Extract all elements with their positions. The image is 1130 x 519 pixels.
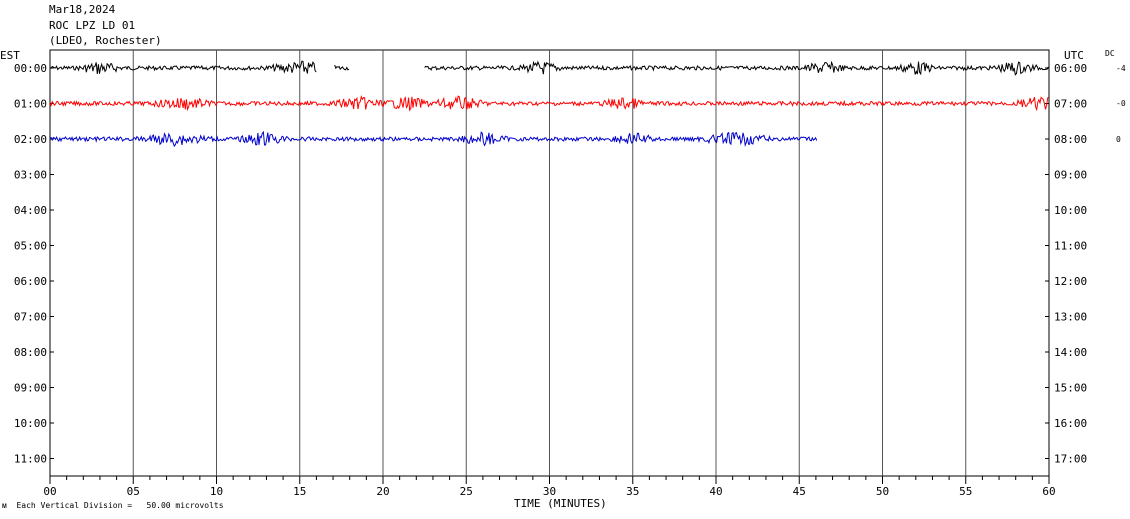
trace-row-0 — [424, 60, 1049, 76]
seismic-traces — [49, 60, 1049, 148]
right-row-label: 10:00 — [1054, 204, 1087, 217]
x-tick-label: 00 — [43, 485, 56, 498]
left-row-label: 05:00 — [14, 240, 47, 253]
left-row-label: 09:00 — [14, 382, 47, 395]
scale-division-value: 50.00 microvolts — [146, 501, 224, 510]
scale-icon: ᴍ — [2, 501, 7, 510]
left-row-label: 02:00 — [14, 133, 47, 146]
trace-row-2 — [49, 130, 818, 148]
row-labels: 00:00 06:00 01:00 07:00 02:00 08:00 03:00 09:00… — [14, 62, 1087, 466]
right-row-label: 16:00 — [1054, 417, 1087, 430]
scale-division-text: Each Vertical Division = — [16, 501, 133, 510]
x-tick-label: 20 — [376, 485, 389, 498]
right-row-label: 15:00 — [1054, 382, 1087, 395]
left-row-label: 08:00 — [14, 346, 47, 359]
right-row-label: 17:00 — [1054, 453, 1087, 466]
minute-grid — [49, 49, 1050, 477]
scale-footer: ᴍ Each Vertical Division = 50.00 microvo… — [2, 501, 224, 511]
x-tick-label: 35 — [626, 485, 639, 498]
x-tick-label: 55 — [959, 485, 972, 498]
right-row-label: 09:00 — [1054, 169, 1087, 182]
left-row-label: 01:00 — [14, 98, 47, 111]
left-row-label: 03:00 — [14, 169, 47, 182]
right-row-label: 13:00 — [1054, 311, 1087, 324]
left-row-label: 06:00 — [14, 275, 47, 288]
x-tick-label: 10 — [210, 485, 223, 498]
dc-value: 0 — [1116, 135, 1121, 144]
right-row-label: 06:00 — [1054, 62, 1087, 75]
trace-row-0 — [49, 60, 317, 74]
trace-row-0 — [334, 64, 350, 71]
station-label: ROC LPZ LD 01 — [49, 19, 136, 32]
x-axis-title: TIME (MINUTES) — [514, 497, 607, 510]
x-tick-label: 45 — [793, 485, 806, 498]
dc-value: -0 — [1116, 99, 1126, 108]
x-axis: 00 05 10 15 20 25 30 35 40 45 50 55 60 — [43, 476, 1056, 498]
trace-row-1 — [49, 95, 1049, 112]
x-tick-label: 40 — [709, 485, 722, 498]
x-tick-label: 60 — [1042, 485, 1055, 498]
right-row-label: 07:00 — [1054, 98, 1087, 111]
x-tick-label: 30 — [543, 485, 556, 498]
left-row-label: 00:00 — [14, 62, 47, 75]
left-row-label: 04:00 — [14, 204, 47, 217]
left-row-label: 11:00 — [14, 453, 47, 466]
right-row-label: 14:00 — [1054, 346, 1087, 359]
x-tick-label: 50 — [876, 485, 889, 498]
x-tick-label: 15 — [293, 485, 306, 498]
left-row-label: 10:00 — [14, 417, 47, 430]
right-zone-label: UTC — [1064, 49, 1084, 62]
date-label: Mar18,2024 — [49, 3, 116, 16]
right-row-label: 08:00 — [1054, 133, 1087, 146]
network-label: (LDEO, Rochester) — [49, 34, 162, 47]
dc-value: -4 — [1116, 64, 1126, 73]
x-tick-label: 25 — [460, 485, 473, 498]
dc-label: DC — [1105, 49, 1115, 58]
left-row-label: 07:00 — [14, 311, 47, 324]
x-tick-label: 05 — [127, 485, 140, 498]
right-row-label: 12:00 — [1054, 275, 1087, 288]
left-zone-label: EST — [0, 49, 20, 62]
right-row-label: 11:00 — [1054, 240, 1087, 253]
